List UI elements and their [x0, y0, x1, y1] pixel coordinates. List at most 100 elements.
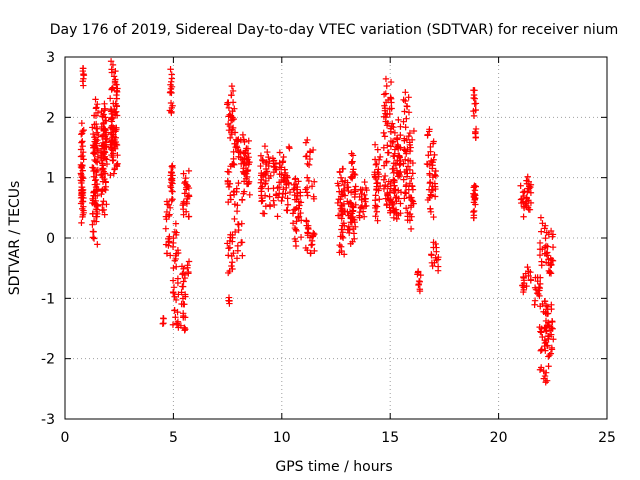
data-point: [110, 100, 117, 107]
data-point: [334, 180, 341, 187]
data-point: [245, 137, 252, 145]
data-point: [107, 58, 115, 65]
data-point: [347, 174, 355, 181]
data-point: [280, 175, 288, 183]
data-point: [520, 192, 527, 200]
data-point: [113, 95, 121, 102]
data-point: [548, 331, 555, 338]
y-tick-label: 2: [46, 110, 55, 126]
data-point: [284, 201, 292, 208]
data-point: [404, 163, 412, 170]
data-point: [344, 198, 351, 205]
data-point: [525, 185, 533, 192]
data-point: [303, 152, 310, 160]
data-point: [531, 301, 538, 308]
data-point: [545, 259, 552, 267]
data-point: [407, 225, 415, 233]
data-point: [79, 67, 87, 75]
data-point: [225, 245, 232, 252]
data-point: [410, 127, 418, 135]
data-point: [427, 148, 434, 155]
data-point: [289, 210, 297, 217]
y-tick-label: 0: [46, 231, 55, 247]
data-point: [295, 198, 302, 205]
y-tick-label: -3: [41, 412, 55, 428]
data-point: [389, 120, 396, 127]
data-point: [393, 135, 401, 142]
data-point: [98, 107, 105, 115]
data-point: [409, 186, 417, 193]
data-point: [108, 85, 116, 92]
data-point: [231, 215, 238, 223]
data-point: [406, 211, 414, 218]
data-point: [311, 178, 318, 185]
data-point: [229, 160, 237, 168]
data-point: [380, 176, 388, 183]
data-point: [524, 173, 531, 180]
data-point: [79, 211, 87, 218]
y-tick-label: -2: [41, 352, 55, 368]
data-point: [244, 180, 252, 188]
data-point: [520, 213, 527, 220]
data-point: [470, 94, 477, 102]
data-point: [239, 168, 247, 175]
data-point: [109, 114, 117, 122]
data-point: [168, 109, 175, 117]
data-point: [349, 213, 357, 221]
data-point: [224, 120, 232, 128]
data-point: [109, 61, 117, 69]
data-point: [109, 134, 116, 141]
data-point: [549, 233, 556, 240]
y-tick-label: 1: [46, 171, 55, 187]
data-point: [403, 150, 410, 157]
data-point: [165, 201, 173, 208]
data-point: [408, 175, 415, 182]
data-point: [94, 125, 101, 133]
data-point: [397, 131, 404, 139]
data-point: [108, 118, 116, 125]
data-point: [372, 213, 379, 220]
data-point: [336, 241, 343, 249]
data-point: [346, 199, 354, 206]
data-point: [525, 268, 532, 275]
data-point: [183, 181, 190, 188]
y-tick-label: -1: [41, 291, 55, 307]
data-point: [259, 173, 267, 181]
data-point: [339, 165, 346, 173]
data-point: [519, 199, 527, 206]
data-point: [270, 197, 277, 204]
data-point: [229, 99, 237, 106]
data-point: [401, 135, 408, 142]
data-point: [432, 240, 439, 248]
data-point: [159, 314, 167, 322]
data-point: [276, 170, 283, 178]
data-point: [266, 157, 273, 165]
data-point: [400, 176, 407, 183]
data-point: [390, 123, 397, 131]
data-point: [79, 162, 86, 170]
data-point: [548, 324, 555, 332]
data-point: [390, 165, 397, 172]
data-point: [310, 193, 317, 200]
data-point: [91, 156, 98, 164]
data-point: [283, 172, 291, 179]
data-point: [243, 155, 250, 162]
data-point: [180, 265, 187, 273]
data-point: [89, 234, 97, 241]
data-point: [433, 248, 440, 255]
data-point: [549, 318, 556, 326]
data-point: [402, 190, 410, 197]
data-point: [431, 171, 438, 179]
data-point: [540, 367, 547, 375]
data-point: [348, 210, 356, 217]
data-point: [173, 263, 180, 270]
data-point: [79, 198, 87, 205]
data-point: [100, 141, 108, 148]
data-point: [388, 199, 396, 206]
data-point: [167, 66, 174, 73]
data-point: [93, 208, 101, 216]
data-point: [307, 250, 314, 257]
data-point: [538, 262, 545, 269]
data-point: [241, 188, 248, 195]
data-point: [272, 192, 280, 199]
